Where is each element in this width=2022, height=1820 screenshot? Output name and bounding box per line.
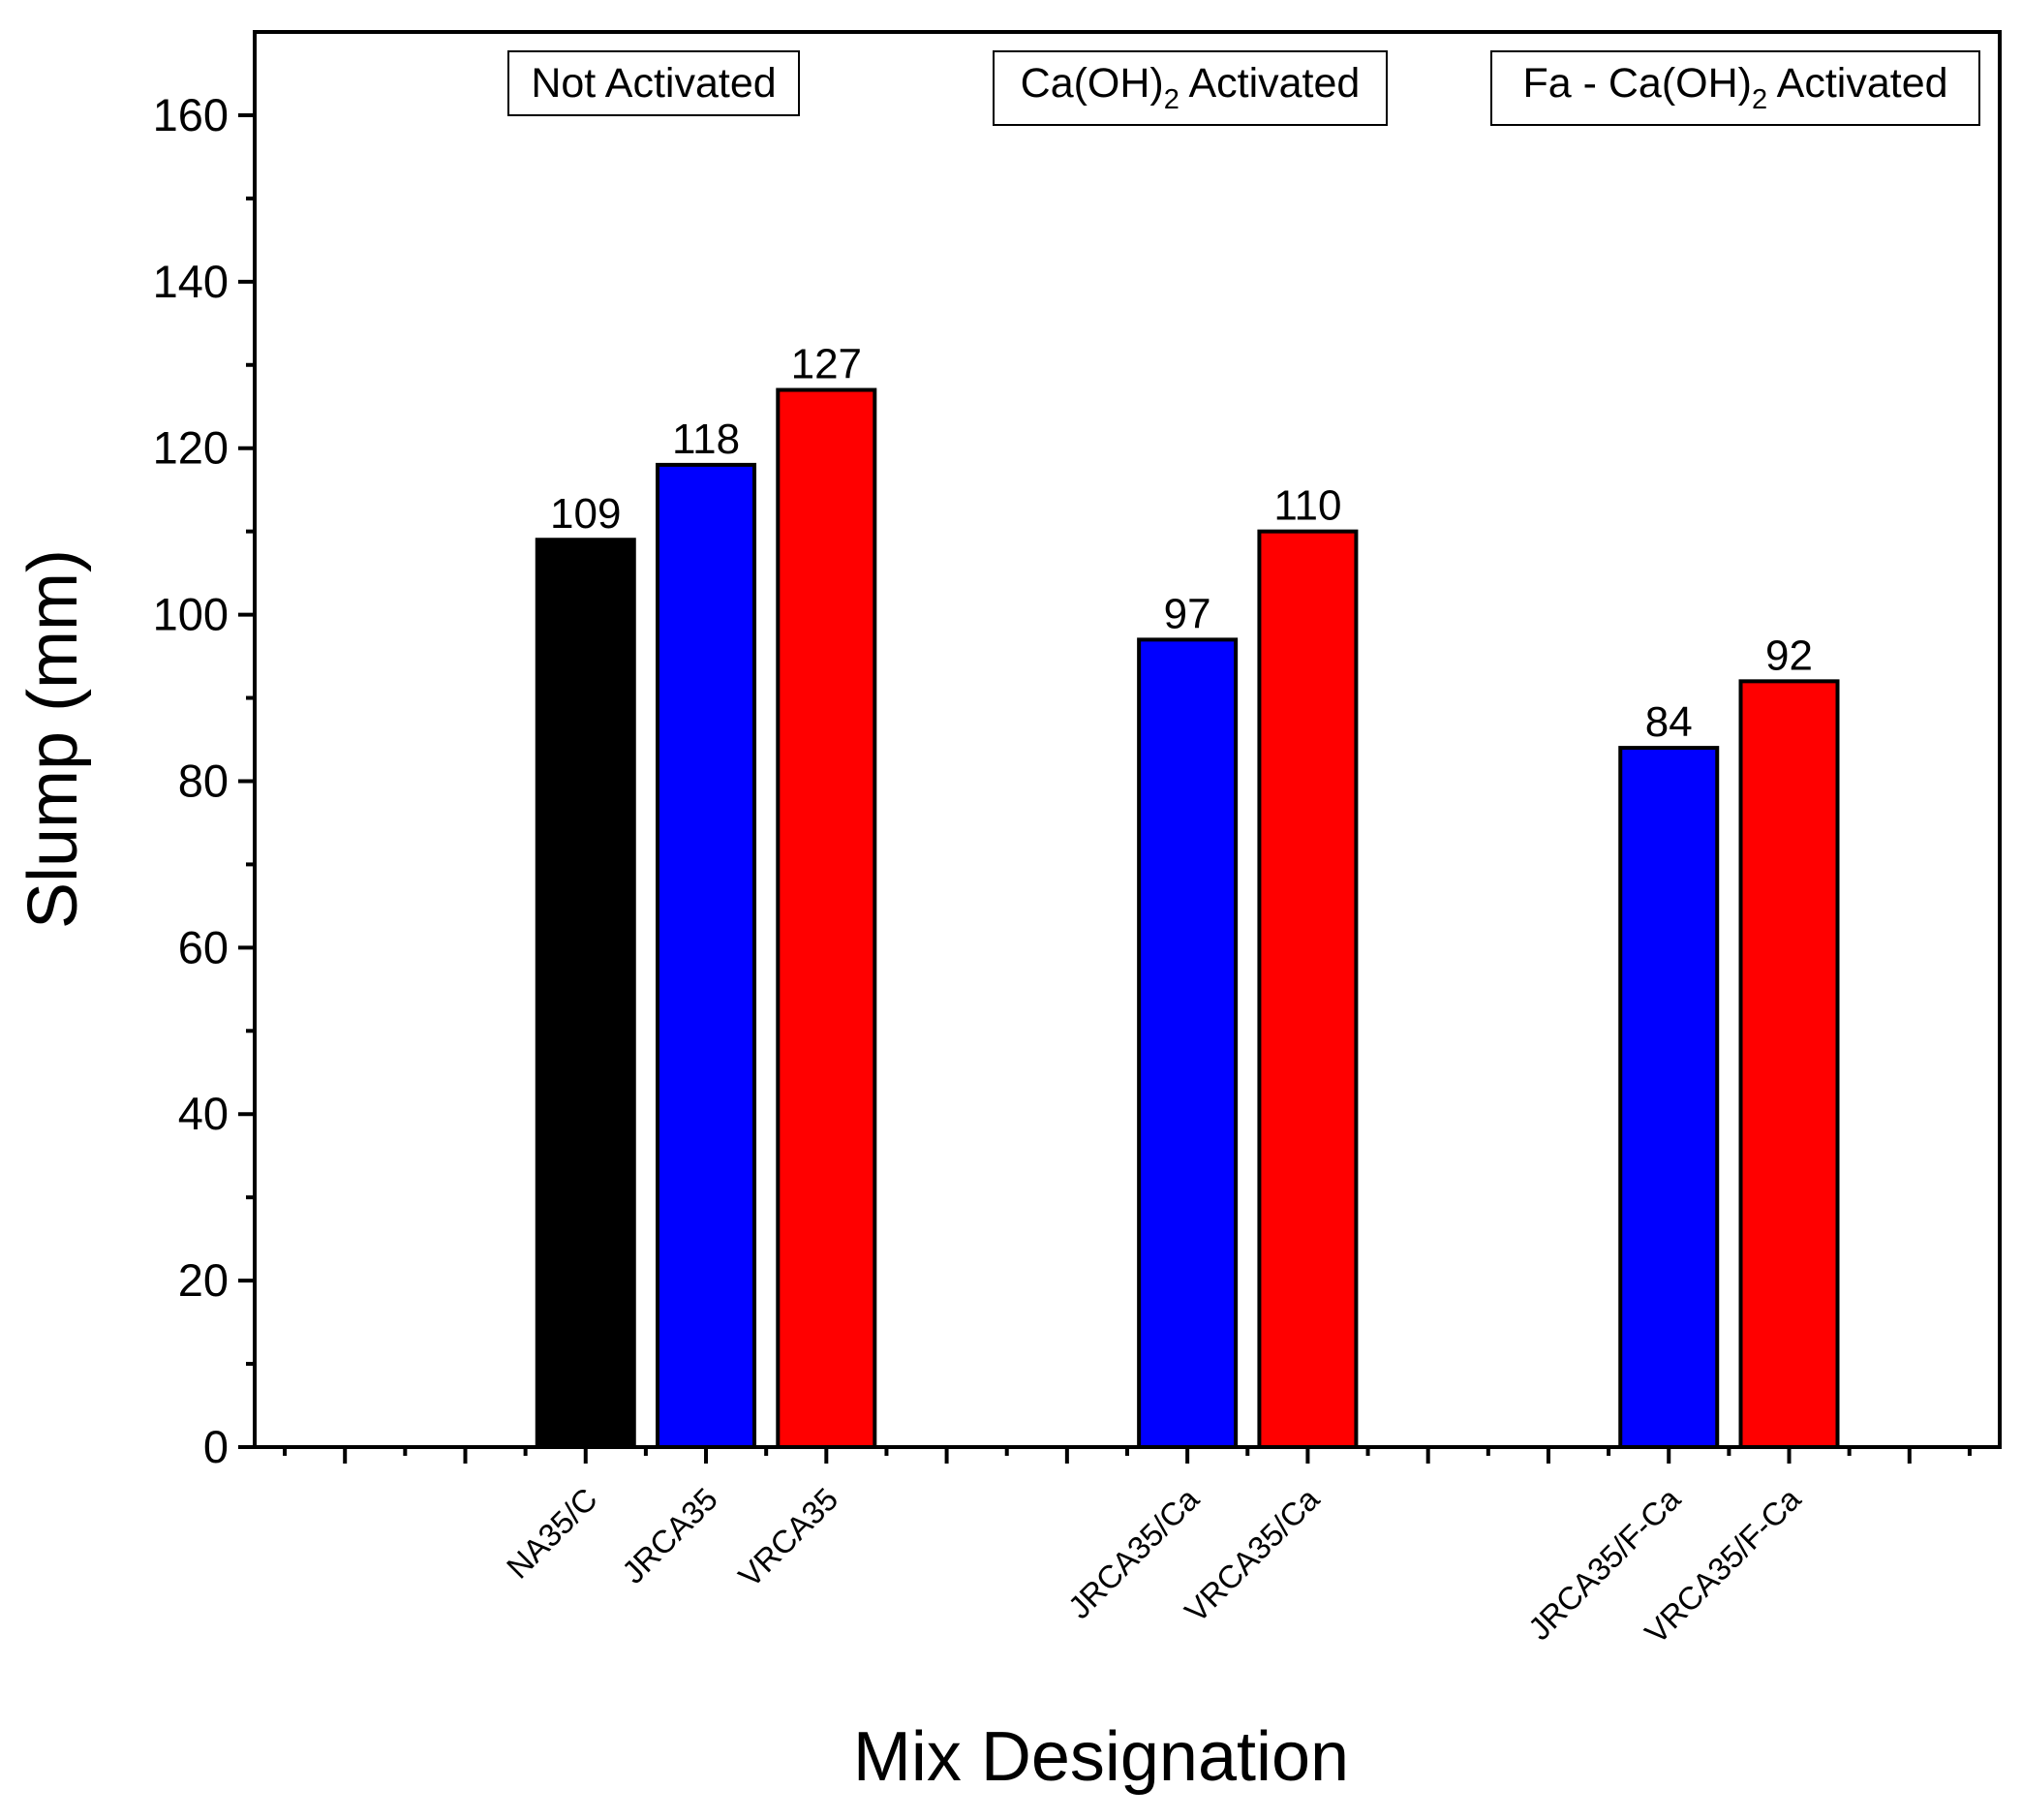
y-tick-label: 40	[178, 1088, 229, 1139]
bar-vrca35-f-ca	[1738, 679, 1840, 1449]
y-axis-title: Slump (mm)	[15, 549, 92, 929]
bar-vrca35-ca	[1257, 529, 1359, 1449]
group-label-not-activated: Not Activated	[507, 50, 800, 116]
y-tick-label: 20	[178, 1254, 229, 1306]
y-tick-label: 140	[153, 256, 229, 307]
group-label-fa-caoh2-activated: Fa - Ca(OH)2 Activated	[1490, 50, 1980, 126]
bar-vrca35	[776, 387, 877, 1449]
bar-jrca35-ca	[1137, 637, 1239, 1449]
group-label-text: Fa - Ca(OH)2 Activated	[1522, 60, 1947, 115]
bar-value-label: 118	[672, 416, 740, 463]
y-tick-label: 100	[153, 589, 229, 640]
group-label-box	[993, 50, 1388, 126]
x-tick-label: NA35/C	[500, 1481, 604, 1586]
y-tick-label: 160	[153, 89, 229, 140]
group-label-text: Ca(OH)2 Activated	[1021, 60, 1361, 115]
bar-value-label: 97	[1164, 590, 1211, 637]
x-tick-label: JRCA35	[615, 1481, 724, 1590]
group-label-box	[1490, 50, 1980, 126]
bar-value-label: 92	[1765, 632, 1813, 679]
bar-jrca35-f-ca	[1618, 746, 1720, 1449]
group-label-box	[507, 50, 800, 116]
x-axis-title: Mix Designation	[853, 1718, 1349, 1796]
bar-value-label: 127	[791, 341, 862, 388]
bar-jrca35	[656, 462, 757, 1449]
group-label-caoh2-activated: Ca(OH)2 Activated	[993, 50, 1388, 126]
bar-value-label: 84	[1645, 698, 1693, 746]
y-tick-label: 0	[203, 1421, 229, 1472]
bar-value-label: 109	[550, 490, 621, 538]
bar-value-label: 110	[1273, 482, 1341, 530]
y-tick-label: 60	[178, 921, 229, 972]
plot-frame	[253, 30, 2002, 1449]
x-tick-label: VRCA35	[731, 1481, 844, 1594]
y-tick-label: 120	[153, 422, 229, 474]
y-tick-label: 80	[178, 755, 229, 806]
plot-area: 109NA35/C118JRCA35127VRCA3597JRCA35/Ca11…	[153, 30, 2002, 1650]
group-label-text: Not Activated	[531, 60, 776, 107]
bar-na35-c	[535, 538, 636, 1449]
